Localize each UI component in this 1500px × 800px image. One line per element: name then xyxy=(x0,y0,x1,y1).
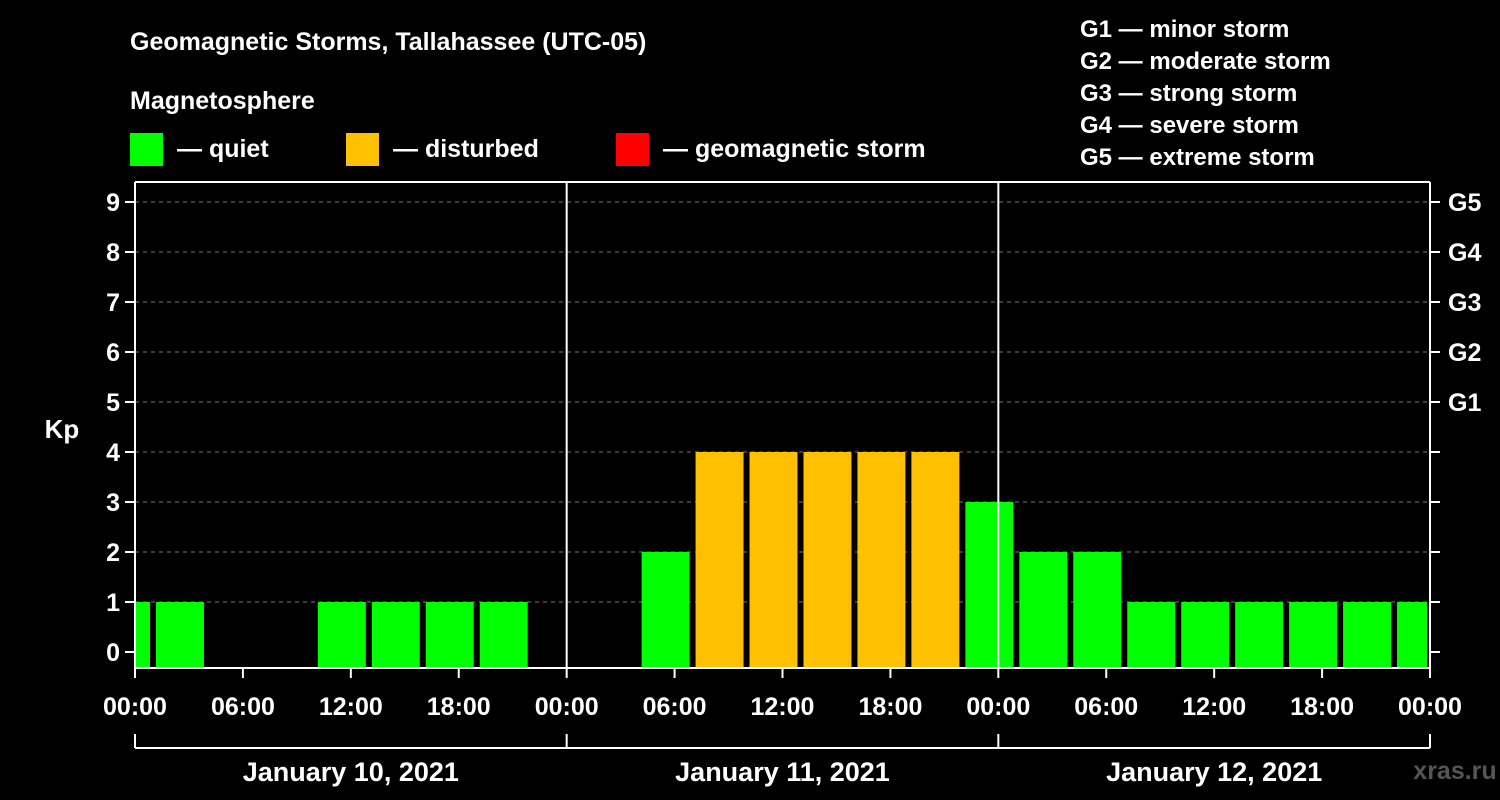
bar-11 xyxy=(695,452,744,668)
bar-23 xyxy=(1343,602,1392,668)
bar-14 xyxy=(857,452,906,668)
y-tick-label-2: 2 xyxy=(106,539,120,567)
y-tick-label-3: 3 xyxy=(106,489,120,517)
x-tick-label-7: 18:00 xyxy=(858,693,922,721)
bar-1 xyxy=(155,602,204,668)
legend-swatch-disturbed xyxy=(346,133,379,166)
bar-12 xyxy=(749,452,798,668)
day-label-2: January 12, 2021 xyxy=(1106,757,1322,787)
x-tick-label-1: 06:00 xyxy=(211,693,275,721)
storm-scale-g5: G5 — extreme storm xyxy=(1080,144,1315,171)
bar-13 xyxy=(803,452,852,668)
y-axis-label: Kp xyxy=(45,414,80,444)
bar-15 xyxy=(911,452,960,668)
bars xyxy=(135,452,1427,668)
bar-21 xyxy=(1235,602,1284,668)
y-tick-label-6: 6 xyxy=(106,339,120,367)
y-tick-label-0: 0 xyxy=(106,639,120,667)
y-tick-label-7: 7 xyxy=(106,289,120,317)
bar-16 xyxy=(965,502,1014,668)
x-tick-label-4: 00:00 xyxy=(535,693,599,721)
legend-label-disturbed: — disturbed xyxy=(393,135,539,163)
bar-24 xyxy=(1397,602,1427,668)
x-tick-label-0: 00:00 xyxy=(103,693,167,721)
storm-scale-g2: G2 — moderate storm xyxy=(1080,48,1331,75)
bar-7 xyxy=(479,602,528,668)
y-tick-label-1: 1 xyxy=(106,589,120,617)
x-tick-label-6: 12:00 xyxy=(751,693,815,721)
bar-17 xyxy=(1019,552,1068,668)
storm-scale-g3: G3 — strong storm xyxy=(1080,80,1297,107)
x-tick-label-2: 12:00 xyxy=(319,693,383,721)
watermark: xras.ru xyxy=(1413,757,1496,785)
bar-10 xyxy=(641,552,690,668)
y-tick-label-5: 5 xyxy=(106,389,120,417)
day-label-1: January 11, 2021 xyxy=(675,757,890,787)
bar-18 xyxy=(1073,552,1122,668)
bar-0 xyxy=(135,602,150,668)
right-axis-label-g1: G1 xyxy=(1448,389,1481,417)
bar-6 xyxy=(425,602,474,668)
bar-4 xyxy=(317,602,366,668)
x-tick-label-8: 00:00 xyxy=(966,693,1030,721)
legend-swatch-quiet xyxy=(130,133,163,166)
bar-20 xyxy=(1181,602,1230,668)
x-tick-label-9: 06:00 xyxy=(1074,693,1138,721)
storm-scale-g4: G4 — severe storm xyxy=(1080,112,1299,139)
y-tick-label-8: 8 xyxy=(106,239,120,267)
bar-5 xyxy=(371,602,420,668)
right-axis-label-g2: G2 xyxy=(1448,339,1481,367)
right-axis-label-g3: G3 xyxy=(1448,289,1481,317)
right-axis-label-g5: G5 xyxy=(1448,189,1481,217)
legend-label-storm: — geomagnetic storm xyxy=(663,135,926,163)
day-label-0: January 10, 2021 xyxy=(243,757,459,787)
x-tick-label-11: 18:00 xyxy=(1290,693,1354,721)
legend-label-quiet: — quiet xyxy=(177,135,269,163)
x-tick-label-5: 06:00 xyxy=(643,693,707,721)
x-tick-label-10: 12:00 xyxy=(1182,693,1246,721)
bar-22 xyxy=(1289,602,1338,668)
axes: 0 1 2 3 4 5 6 7 8 9 G1 G2 G3 G4 G5 00:00 06:00 12:00 18:00… xyxy=(103,181,1481,787)
legend-swatch-storm xyxy=(616,133,649,166)
legend-heading: Magnetosphere xyxy=(130,87,315,115)
y-tick-label-4: 4 xyxy=(106,439,120,467)
right-axis-label-g4: G4 xyxy=(1448,239,1481,267)
bar-19 xyxy=(1127,602,1176,668)
x-tick-label-12: 00:00 xyxy=(1398,693,1462,721)
x-tick-label-3: 18:00 xyxy=(427,693,491,721)
storm-scale-g1: G1 — minor storm xyxy=(1080,16,1289,43)
y-tick-label-9: 9 xyxy=(106,189,120,217)
chart-title: Geomagnetic Storms, Tallahassee (UTC-05) xyxy=(130,28,646,56)
